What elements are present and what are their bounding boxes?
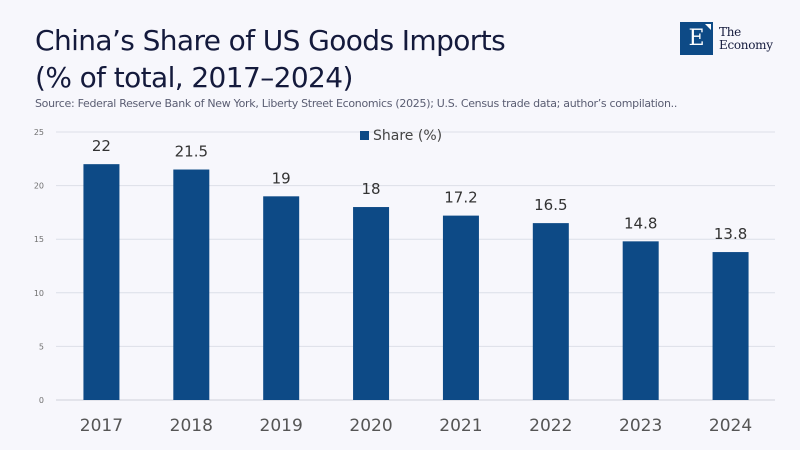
data-label-2022: 16.5 bbox=[534, 196, 567, 214]
data-label-2024: 13.8 bbox=[714, 225, 747, 243]
x-axis-ticks: 2017 2018 2019 2020 2021 2022 2023 2024 bbox=[80, 416, 752, 436]
x-tick-label: 2018 bbox=[170, 416, 213, 436]
bar-2021 bbox=[442, 215, 479, 400]
chart-title: China’s Share of US Goods Imports (% of … bbox=[35, 22, 506, 96]
data-label-2019: 19 bbox=[272, 169, 291, 187]
bars bbox=[83, 164, 749, 400]
legend-label: Share (%) bbox=[373, 128, 442, 144]
x-tick-label: 2021 bbox=[439, 416, 482, 436]
logo-wordmark: The Economy bbox=[719, 24, 773, 52]
bar-2017 bbox=[83, 164, 120, 400]
x-tick-label: 2020 bbox=[349, 416, 392, 436]
logo-line1: The bbox=[719, 24, 741, 39]
data-label-2017: 22 bbox=[92, 137, 111, 155]
x-tick-label: 2023 bbox=[619, 416, 662, 436]
y-tick-label: 5 bbox=[39, 342, 44, 351]
logo-letter: E bbox=[688, 26, 705, 51]
legend: Share (%) bbox=[360, 128, 442, 144]
data-label-2021: 17.2 bbox=[444, 189, 477, 207]
y-tick-label: 10 bbox=[34, 289, 44, 298]
bar-2018 bbox=[173, 169, 210, 400]
bar-2024 bbox=[712, 252, 749, 400]
y-tick-label: 0 bbox=[39, 396, 44, 405]
data-labels: 22 21.5 19 18 17.2 16.5 14.8 13.8 bbox=[92, 137, 747, 243]
bar-2020 bbox=[353, 207, 390, 400]
chart-title-line1: China’s Share of US Goods Imports bbox=[35, 24, 506, 57]
bar-2023 bbox=[622, 241, 659, 400]
logo-e-icon: E bbox=[680, 22, 713, 55]
bar-2022 bbox=[532, 223, 569, 400]
data-label-2023: 14.8 bbox=[624, 214, 657, 232]
x-tick-label: 2022 bbox=[529, 416, 572, 436]
gridlines bbox=[56, 131, 775, 401]
y-tick-label: 20 bbox=[34, 182, 44, 191]
legend-swatch bbox=[360, 131, 369, 140]
y-axis-ticks: 0 5 10 15 20 25 bbox=[34, 128, 44, 405]
chart-title-line2: (% of total, 2017–2024) bbox=[35, 61, 353, 94]
x-tick-label: 2019 bbox=[260, 416, 303, 436]
the-economy-logo: E The Economy bbox=[680, 22, 773, 55]
y-tick-label: 15 bbox=[34, 235, 44, 244]
x-tick-label: 2017 bbox=[80, 416, 123, 436]
data-label-2018: 21.5 bbox=[175, 143, 208, 161]
logo-line2: Economy bbox=[719, 37, 773, 52]
y-tick-label: 25 bbox=[34, 128, 44, 137]
bar-2019 bbox=[263, 196, 300, 400]
source-note: Source: Federal Reserve Bank of New York… bbox=[35, 97, 678, 110]
x-tick-label: 2024 bbox=[709, 416, 752, 436]
data-label-2020: 18 bbox=[362, 180, 381, 198]
